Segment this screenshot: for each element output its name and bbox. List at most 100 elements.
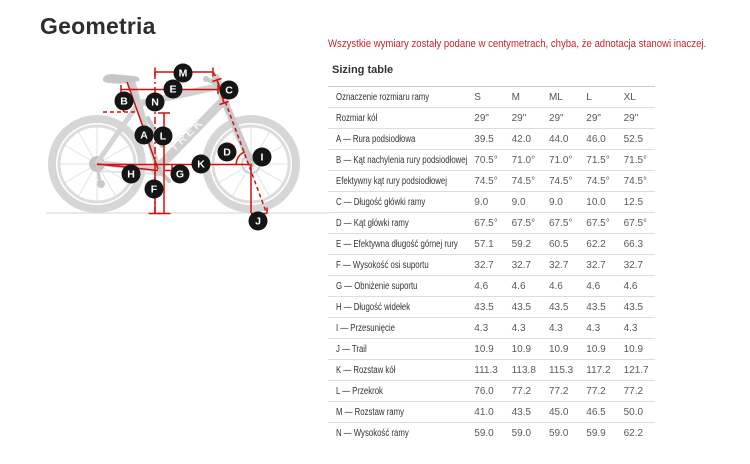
table-cell: 43.5 bbox=[474, 301, 494, 313]
table-row: B — Kąt nachylenia rury podsiodłowej 70.5… bbox=[328, 149, 655, 171]
table-cell: 74.5° bbox=[474, 175, 498, 187]
row-label: F — Wysokość osi suportu bbox=[336, 259, 429, 271]
diagram-badge-E: E bbox=[163, 79, 183, 99]
table-row: Rozmiar kół 29" 29" 29" 29" 29" bbox=[328, 107, 655, 129]
diagram-badge-C: C bbox=[219, 80, 239, 100]
table-cell: 59.9 bbox=[586, 427, 606, 439]
table-cell: 29" bbox=[511, 112, 527, 124]
table-cell: 32.7 bbox=[548, 259, 569, 271]
table-cell: 113.8 bbox=[511, 364, 536, 376]
table-cell: 4.3 bbox=[474, 322, 489, 334]
table-cell: 29" bbox=[623, 112, 639, 124]
svg-text:E: E bbox=[169, 84, 176, 96]
table-cell: 4.3 bbox=[623, 322, 638, 334]
table-cell: 43.5 bbox=[511, 301, 532, 313]
table-cell: 4.6 bbox=[586, 280, 601, 292]
table-cell: 10.0 bbox=[586, 196, 606, 208]
table-cell: 10.9 bbox=[548, 343, 569, 355]
diagram-badge-H: H bbox=[121, 164, 141, 184]
row-label: I — Przesunięcie bbox=[336, 322, 395, 334]
table-row: J — Trail 10.9 10.9 10.9 10.9 10.9 bbox=[328, 338, 655, 360]
table-cell: 29" bbox=[474, 112, 489, 124]
svg-text:M: M bbox=[179, 68, 188, 80]
table-row: A — Rura podsiodłowa 39.5 42.0 44.0 46.0 52.5 bbox=[328, 128, 655, 150]
table-cell: 66.3 bbox=[623, 238, 644, 250]
table-row: Efektywny kąt rury podsiodłowej 74.5° 74.5… bbox=[328, 170, 655, 192]
svg-text:H: H bbox=[127, 169, 135, 181]
table-cell: 60.5 bbox=[548, 238, 569, 250]
saddle bbox=[102, 74, 140, 84]
table-row: M — Rozstaw ramy 41.0 43.5 45.0 46.5 50.0 bbox=[328, 401, 655, 423]
svg-text:N: N bbox=[151, 97, 159, 109]
table-cell: 9.0 bbox=[548, 196, 563, 208]
table-cell: 4.3 bbox=[548, 322, 563, 334]
table-cell: 4.6 bbox=[474, 280, 489, 292]
table-cell: 71.0° bbox=[548, 154, 573, 166]
size-column-header: L bbox=[586, 91, 592, 103]
table-cell: 46.5 bbox=[586, 406, 606, 418]
row-label: A — Rura podsiodłowa bbox=[336, 133, 416, 145]
row-label: J — Trail bbox=[336, 343, 367, 355]
table-cell: 44.0 bbox=[548, 133, 569, 145]
table-cell: 62.2 bbox=[586, 238, 606, 250]
diagram-badge-J: J bbox=[248, 211, 268, 231]
bike-geometry-diagram: TREK bbox=[46, 63, 329, 231]
table-cell: 10.9 bbox=[623, 343, 644, 355]
row-label: G — Obniżenie suportu bbox=[336, 280, 418, 292]
table-cell: 67.5° bbox=[511, 217, 536, 229]
table-header-row: Oznaczenie rozmiaru ramy S M ML L XL bbox=[328, 86, 655, 108]
svg-text:L: L bbox=[160, 131, 167, 143]
table-cell: 59.0 bbox=[511, 427, 532, 439]
size-column-header: S bbox=[474, 91, 481, 103]
measurement-badges: A B C D E F G H I J K L M N bbox=[114, 63, 272, 231]
table-cell: 29" bbox=[586, 112, 601, 124]
diagram-badge-L: L bbox=[153, 126, 173, 146]
table-cell: 71.0° bbox=[511, 154, 536, 166]
table-cell: 67.5° bbox=[474, 217, 498, 229]
table-cell: 39.5 bbox=[474, 133, 494, 145]
row-label: L — Przekrok bbox=[336, 385, 383, 397]
table-cell: 111.3 bbox=[474, 364, 498, 376]
table-cell: 67.5° bbox=[586, 217, 610, 229]
table-cell: 29" bbox=[548, 112, 564, 124]
table-row: H — Długość widełek 43.5 43.5 43.5 43.5 43.5 bbox=[328, 296, 655, 318]
table-cell: 77.2 bbox=[548, 385, 569, 397]
table-cell: 74.5° bbox=[511, 175, 536, 187]
label-column-header: Oznaczenie rozmiaru ramy bbox=[336, 91, 430, 103]
row-label: C — Długość główki ramy bbox=[336, 196, 426, 208]
table-cell: 43.5 bbox=[623, 301, 644, 313]
row-label: H — Długość widełek bbox=[336, 301, 411, 313]
table-cell: 71.5° bbox=[623, 154, 648, 166]
row-label: B — Kąt nachylenia rury podsiodłowej bbox=[336, 154, 468, 166]
size-column-header: XL bbox=[623, 91, 636, 103]
diagram-badge-A: A bbox=[134, 125, 154, 145]
table-cell: 9.0 bbox=[511, 196, 526, 208]
table-cell: 67.5° bbox=[623, 217, 648, 229]
frame-logo-text: TREK bbox=[166, 115, 207, 155]
row-label: K — Rozstaw kół bbox=[336, 364, 396, 376]
table-row: L — Przekrok 76.0 77.2 77.2 77.2 77.2 bbox=[328, 380, 655, 402]
measure-line-D bbox=[235, 151, 246, 165]
table-cell: 117.2 bbox=[586, 364, 611, 376]
page-title: Geometria bbox=[40, 13, 156, 39]
table-cell: 42.0 bbox=[511, 133, 532, 145]
table-cell: 4.6 bbox=[511, 280, 526, 292]
table-cell: 43.5 bbox=[586, 301, 606, 313]
table-row: N — Wysokość ramy 59.0 59.0 59.0 59.9 62.2 bbox=[328, 422, 655, 444]
table-cell: 32.7 bbox=[586, 259, 606, 271]
table-cell: 77.2 bbox=[623, 385, 644, 397]
table-cell: 32.7 bbox=[474, 259, 494, 271]
row-label: N — Wysokość ramy bbox=[336, 427, 409, 439]
table-row: E — Efektywna długość górnej rury 57.1 59.… bbox=[328, 233, 655, 255]
table-cell: 4.6 bbox=[548, 280, 563, 292]
table-cell: 77.2 bbox=[511, 385, 532, 397]
table-cell: 4.6 bbox=[623, 280, 638, 292]
table-cell: 59.2 bbox=[511, 238, 532, 250]
svg-text:A: A bbox=[140, 130, 148, 142]
table-cell: 76.0 bbox=[474, 385, 494, 397]
table-cell: 77.2 bbox=[586, 385, 606, 397]
diagram-badge-F: F bbox=[144, 179, 164, 199]
table-cell: 10.9 bbox=[474, 343, 494, 355]
table-cell: 57.1 bbox=[474, 238, 494, 250]
table-cell: 52.5 bbox=[623, 133, 644, 145]
